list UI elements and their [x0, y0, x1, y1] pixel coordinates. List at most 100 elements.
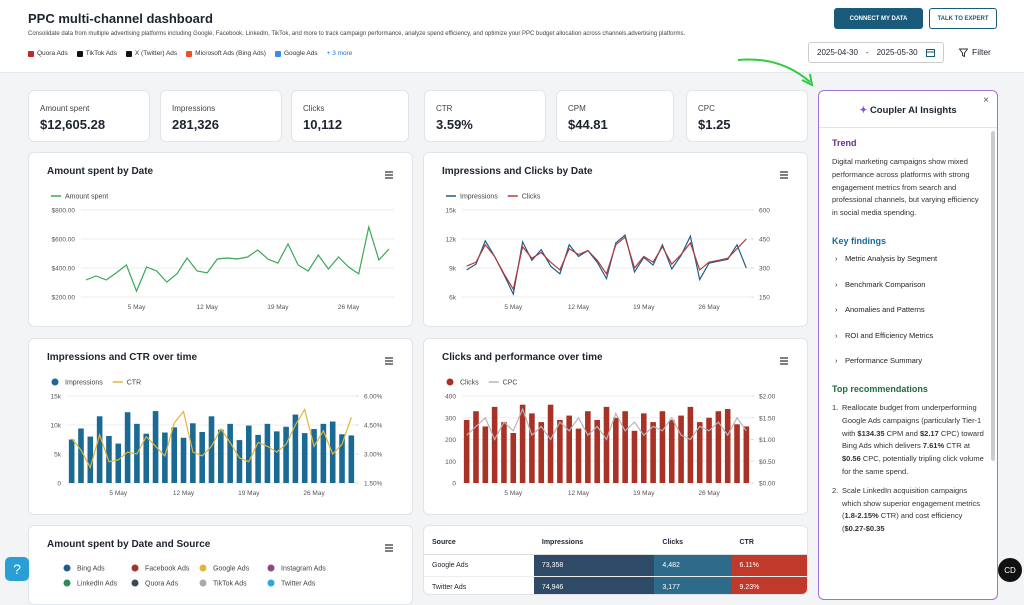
bar	[594, 419, 600, 483]
bar	[463, 419, 470, 483]
x-tick-label: 19 May	[238, 490, 260, 497]
x-tick-label: 12 May	[568, 490, 590, 497]
text-part: Reallocate budget from underperforming G…	[842, 402, 982, 438]
finding-label: Benchmark Comparison	[845, 279, 926, 289]
bar	[143, 433, 150, 483]
tick-label: 400	[445, 394, 456, 401]
scrollbar[interactable]	[991, 131, 995, 461]
text-part: CTR at	[944, 441, 970, 451]
tick-label: 15k	[446, 208, 457, 215]
recommendation-number: 1.	[832, 402, 839, 412]
close-button[interactable]: ×	[983, 95, 989, 106]
more-sources[interactable]: + 3 more	[326, 50, 353, 57]
finding-item[interactable]: › Anomalies and Patterns	[832, 305, 984, 331]
source-icon	[274, 50, 281, 57]
kpi-label: Clicks	[303, 104, 325, 113]
table-cell: 73,358	[533, 554, 655, 577]
legend-label: Clicks	[522, 194, 541, 201]
text-part: 7.61%	[922, 441, 945, 451]
tick-label: $2.00	[759, 394, 776, 401]
legend-label: CTR	[127, 380, 141, 387]
source-item: Microsoft Ads (Bing Ads)	[186, 50, 266, 57]
recommendation-number: 2.	[832, 485, 839, 495]
x-tick-label: 5 May	[128, 304, 146, 311]
chart: Clicks and performance over time Clicks CP…	[442, 352, 788, 497]
tick-label: $200.00	[52, 295, 76, 302]
bar	[245, 425, 252, 483]
connect-button[interactable]: CONNECT MY DATA	[834, 8, 923, 29]
filter-button[interactable]: Filter	[959, 47, 991, 57]
legend-label: TikTok Ads	[213, 581, 247, 588]
text-part: 1.8-2.15%	[844, 511, 879, 521]
finding-item[interactable]: › Performance Summary	[832, 356, 984, 382]
kpi-value: 281,326	[172, 117, 219, 132]
x-tick-label: 5 May	[109, 490, 127, 497]
help-button[interactable]: ?	[5, 557, 29, 581]
bar	[311, 429, 317, 483]
tick-label: 4.50%	[364, 423, 383, 430]
bar	[292, 414, 299, 483]
filter-icon	[959, 48, 968, 57]
tick-label: 200	[445, 437, 456, 444]
tick-label: 450	[759, 237, 770, 244]
series-line	[466, 234, 747, 297]
text-part: CPC) toward Bing Ads which delivers	[842, 428, 984, 451]
expert-button[interactable]: TALK TO EXPERT	[929, 8, 997, 29]
bar	[501, 422, 507, 483]
bar	[171, 427, 178, 483]
text-part: $134.35	[857, 428, 885, 438]
chart-title: Amount spent by Date and Source	[47, 539, 211, 550]
bar	[190, 423, 196, 483]
source-icon	[28, 50, 34, 57]
source-table: Source Impressions Clicks CTR Google Ads 73,3…	[423, 525, 808, 595]
text-part: $2.17	[919, 428, 939, 438]
chart-title: Amount spent by Date	[47, 166, 154, 177]
x-tick-label: 19 May	[633, 490, 655, 497]
x-tick-label: 5 May	[504, 304, 522, 311]
trend-heading: Trend	[832, 138, 857, 148]
bar	[603, 406, 610, 483]
x-tick-label: 19 May	[633, 304, 655, 311]
table: Source Impressions Clicks CTR Google Ads 73,3…	[424, 530, 807, 594]
kpi-card: Amount spent $12,605.28	[28, 90, 150, 142]
recommendation-text: Reallocate budget from underperforming G…	[842, 402, 984, 479]
tick-label: 0	[452, 481, 456, 488]
finding-label: ROI and Efficiency Metrics	[845, 330, 934, 340]
tick-label: 150	[759, 295, 770, 302]
recommendation: 1. Reallocate budget from underperforming…	[832, 402, 984, 479]
tick-label: $400.00	[52, 266, 76, 273]
source-name: TikTok Ads	[85, 50, 117, 57]
x-tick-label: 12 May	[568, 304, 590, 311]
chart-card: Clicks and performance over time Clicks CP…	[423, 338, 808, 515]
legend-marker	[63, 564, 71, 572]
date-picker[interactable]: 2025-04-30-2025-05-30	[808, 42, 944, 63]
chevron: ›	[835, 305, 838, 315]
bar	[106, 436, 112, 483]
calendar-icon	[925, 49, 935, 57]
legend-label: Twitter Ads	[281, 581, 316, 588]
bar	[283, 426, 289, 483]
chart-card: Impressions and CTR over time Impressions…	[28, 338, 413, 515]
bar	[734, 424, 740, 483]
tick-label: 6.00%	[364, 394, 383, 401]
page-title: PPC multi-channel dashboard	[28, 11, 213, 26]
finding-item[interactable]: › Benchmark Comparison	[832, 280, 984, 306]
insights-panel: × ✦ Coupler AI Insights Trend Digital ma…	[818, 90, 998, 600]
legend-label: Bing Ads	[77, 566, 105, 573]
text-part: Scale LinkedIn acquisition campaigns whi…	[842, 485, 980, 521]
date-from: 2025-04-30	[817, 48, 858, 57]
bar	[696, 422, 703, 483]
legend-label: Instagram Ads	[281, 566, 326, 573]
tick-label: $0.50	[759, 459, 776, 466]
finding-item[interactable]: › ROI and Efficiency Metrics	[832, 331, 984, 357]
source-icon	[186, 50, 193, 57]
tick-label: $600.00	[52, 237, 76, 244]
chat-button[interactable]: CD	[998, 558, 1022, 582]
bar	[724, 409, 731, 483]
chevron: ›	[835, 330, 838, 340]
finding-item[interactable]: › Metric Analysis by Segment	[832, 254, 984, 280]
bar	[659, 411, 666, 483]
bar	[264, 423, 271, 483]
bar	[124, 412, 131, 483]
tick-label: 10k	[51, 423, 62, 430]
